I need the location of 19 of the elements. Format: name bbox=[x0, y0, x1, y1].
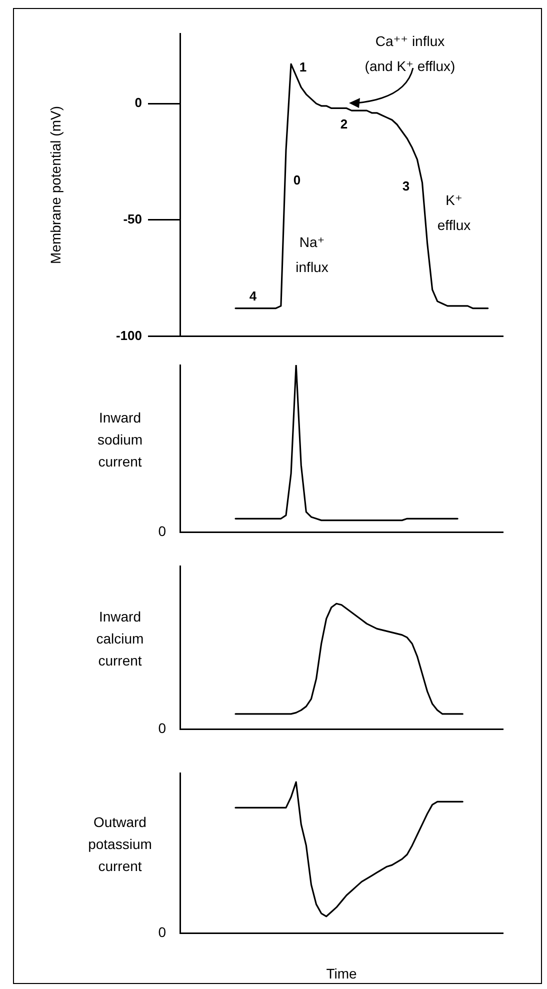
annotation: 1 bbox=[299, 60, 307, 75]
annotation: 0 bbox=[293, 172, 301, 188]
annotation: 2 bbox=[340, 116, 348, 132]
annotation: Ca⁺⁺ influx (and K⁺ efflux) bbox=[364, 32, 456, 74]
text: 0 bbox=[158, 720, 166, 736]
y-axis-title: Outward potassium current bbox=[88, 814, 152, 874]
annotation: K⁺ efflux bbox=[437, 192, 471, 233]
annotation: Na⁺ influx bbox=[296, 234, 328, 275]
y-axis-title: Membrane potential (mV) bbox=[47, 106, 64, 264]
annotation: 3 bbox=[402, 178, 410, 194]
y-tick-label: 0 bbox=[134, 95, 142, 110]
annotation: 4 bbox=[249, 288, 258, 304]
y-axis-title: Inward sodium current bbox=[97, 409, 143, 470]
y-axis-title: Inward calcium current bbox=[96, 608, 144, 668]
x-axis-title: Time bbox=[326, 965, 358, 982]
y-tick-label: -100 bbox=[116, 328, 142, 343]
y-tick-label: -50 bbox=[123, 211, 142, 226]
text: 0 bbox=[158, 924, 166, 940]
text: 0 bbox=[158, 522, 166, 539]
